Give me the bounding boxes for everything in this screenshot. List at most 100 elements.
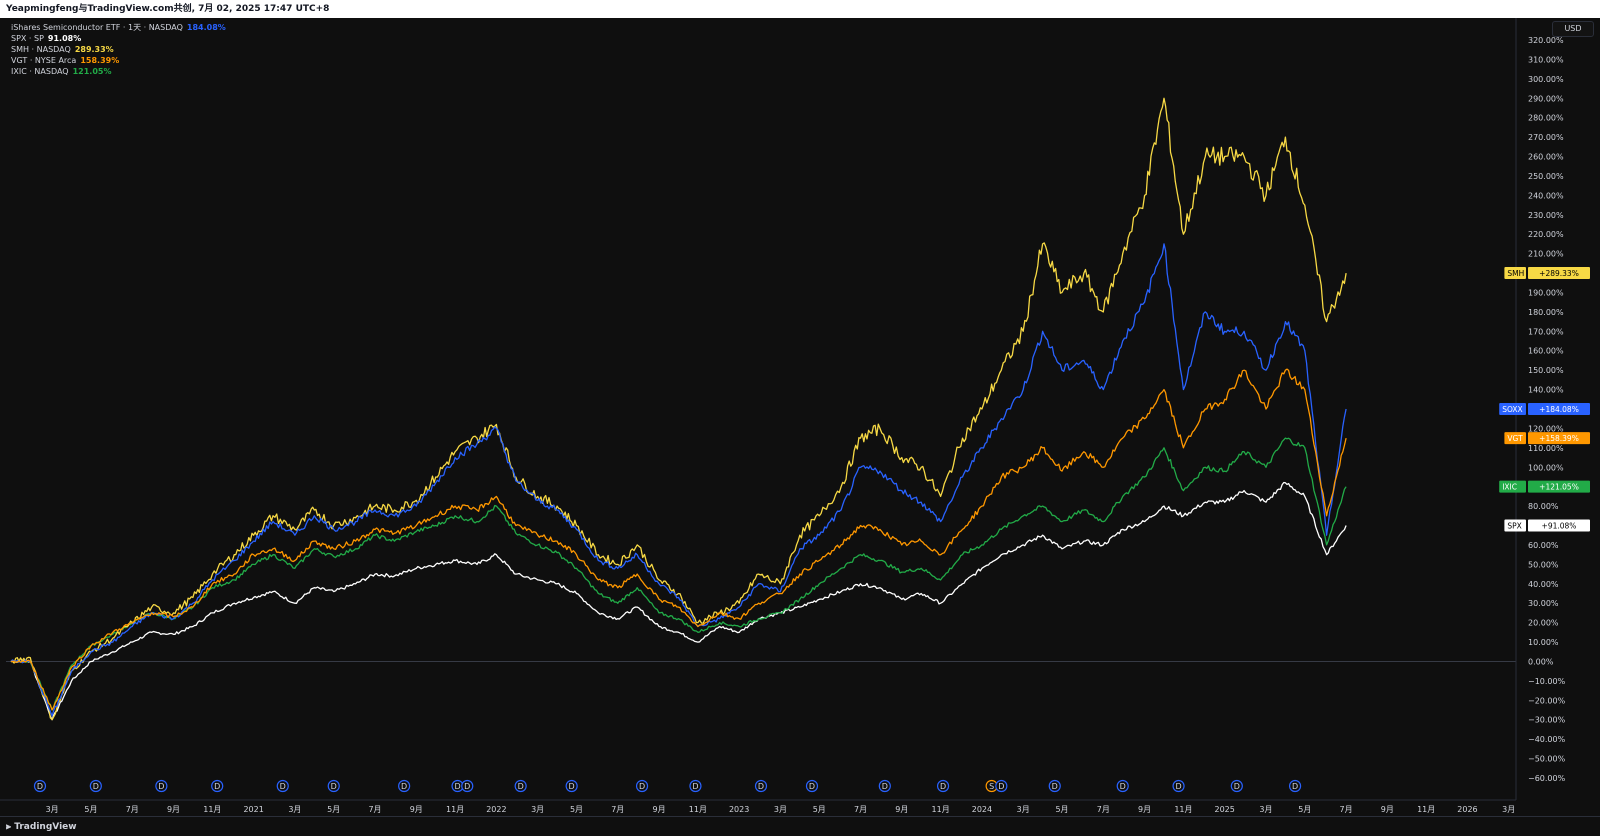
price-chart[interactable]: 320.00% 310.00% 300.00% 290.00% 280.00% 270.0… — [0, 0, 1600, 816]
snapshot-title: Yeapmingfeng与TradingView.com共创, 7月 02, 2… — [6, 4, 330, 14]
legend-value: 121.05% — [72, 67, 112, 76]
x-tick-label: 2026 — [1457, 805, 1477, 814]
y-tick-label: 140.00% — [1528, 386, 1564, 395]
x-tick-label: 3月 — [531, 805, 544, 814]
tradingview-logo-icon[interactable]: ⫸ TradingView — [6, 822, 77, 832]
brand-name: TradingView — [14, 822, 77, 832]
dividend-event-marker[interactable] — [565, 779, 578, 793]
dividend-event-marker[interactable] — [398, 779, 411, 793]
dividend-event-marker[interactable] — [461, 779, 474, 793]
y-tick-label: 210.00% — [1528, 250, 1564, 259]
x-tick-label: 5月 — [84, 805, 97, 814]
event-marker-label: S — [989, 782, 994, 791]
dividend-event-marker[interactable] — [936, 779, 950, 793]
dividend-event-marker[interactable] — [689, 779, 702, 793]
series-line-vgt[interactable] — [10, 368, 1347, 711]
currency-button[interactable]: USD — [1552, 21, 1594, 37]
legend-item-spx[interactable]: SPX · SP 91.08% — [11, 33, 226, 44]
y-tick-label: −60.00% — [1528, 774, 1566, 783]
legend-name: SMH · NASDAQ — [11, 45, 71, 54]
y-tick-label: 190.00% — [1528, 288, 1564, 297]
price-tag-value-box — [1528, 267, 1590, 280]
x-tick-label: 9月 — [167, 805, 180, 814]
event-marker-label: D — [1120, 782, 1126, 791]
price-tag-name: SMH — [1507, 269, 1524, 278]
x-tick-label: 5月 — [1055, 805, 1068, 814]
y-tick-label: 260.00% — [1528, 153, 1564, 162]
event-marker-label: D — [940, 782, 946, 791]
dividend-event-marker[interactable] — [1048, 779, 1061, 793]
series-line-spx[interactable] — [10, 481, 1347, 721]
legend-value: 91.08% — [47, 34, 82, 43]
dividend-event-marker[interactable] — [805, 779, 819, 793]
y-tick-label: 150.00% — [1528, 366, 1564, 375]
event-marker-label: D — [692, 782, 698, 791]
x-tick-label: 2023 — [729, 805, 749, 814]
x-tick-label: 7月 — [1340, 805, 1353, 814]
x-tick-label: 3月 — [774, 805, 787, 814]
x-tick-label: 9月 — [1381, 805, 1394, 814]
x-tick-label: 2025 — [1215, 805, 1235, 814]
dividend-event-marker[interactable] — [211, 779, 224, 793]
dividend-event-marker[interactable] — [89, 779, 102, 793]
dividend-event-marker[interactable] — [33, 779, 47, 793]
x-tick-label: 2021 — [243, 805, 263, 814]
legend-item-smh[interactable]: SMH · NASDAQ 289.33% — [11, 44, 226, 55]
legend-name: IXIC · NASDAQ — [11, 67, 69, 76]
dividend-event-marker[interactable] — [1116, 779, 1129, 793]
event-marker-label: D — [401, 782, 407, 791]
dividend-event-marker[interactable] — [1230, 779, 1243, 793]
x-tick-label: 11月 — [446, 805, 464, 814]
legend-name: VGT · NYSE Arca — [11, 56, 77, 65]
legend-item-vgt[interactable]: VGT · NYSE Arca 158.39% — [11, 55, 226, 66]
event-marker-label: D — [518, 782, 524, 791]
series-legend: iShares Semiconductor ETF · 1天 · NASDAQ 1… — [11, 22, 226, 77]
price-tag-value-box — [1528, 519, 1590, 532]
dividend-event-marker[interactable] — [514, 779, 527, 793]
price-tag-name-box — [1504, 267, 1526, 280]
dividend-event-marker[interactable] — [635, 779, 649, 793]
event-marker-label: D — [331, 782, 337, 791]
price-tag-value: +121.05% — [1539, 483, 1579, 492]
price-tag-value-box — [1528, 432, 1590, 445]
legend-item-ixic[interactable]: IXIC · NASDAQ 121.05% — [11, 66, 226, 77]
y-tick-label: −10.00% — [1528, 677, 1566, 686]
price-tag-name: VGT — [1507, 434, 1523, 443]
price-tag-value-box — [1528, 480, 1590, 493]
dividend-event-marker[interactable] — [155, 779, 168, 793]
dividend-event-marker[interactable] — [1172, 779, 1185, 793]
event-marker-label: D — [464, 782, 470, 791]
footer-bar: ⫸ TradingView — [0, 816, 1600, 836]
price-tag-soxx: SOXX +184.08% — [1499, 403, 1590, 415]
event-marker-label: D — [158, 782, 164, 791]
price-tag-value: +158.39% — [1539, 434, 1579, 443]
series-line-smh[interactable] — [10, 97, 1347, 721]
dividend-event-marker[interactable] — [878, 779, 891, 793]
dividend-event-marker[interactable] — [276, 779, 289, 793]
y-tick-label: 320.00% — [1528, 36, 1564, 45]
series-line-ixic[interactable] — [10, 437, 1347, 711]
event-marker-label: D — [1175, 782, 1181, 791]
dividend-event-marker[interactable] — [1288, 779, 1302, 793]
event-marker-label: D — [809, 782, 815, 791]
x-tick-label: 7月 — [126, 805, 139, 814]
series-line-soxx[interactable] — [10, 243, 1347, 717]
dividend-event-marker[interactable] — [327, 779, 340, 793]
snapshot-title-bar: Yeapmingfeng与TradingView.com共创, 7月 02, 2… — [0, 0, 1600, 18]
x-tick-label: 3月 — [1259, 805, 1272, 814]
legend-name: iShares Semiconductor ETF · 1天 · NASDAQ — [11, 23, 183, 32]
price-tag-smh: SMH +289.33% — [1504, 267, 1590, 280]
x-tick-label: 5月 — [1298, 805, 1311, 814]
dividend-event-marker[interactable] — [754, 779, 768, 793]
x-tick-label: 7月 — [1097, 805, 1110, 814]
legend-item-soxx[interactable]: iShares Semiconductor ETF · 1天 · NASDAQ 1… — [11, 22, 226, 33]
y-tick-label: 160.00% — [1528, 347, 1564, 356]
x-tick-label: 7月 — [611, 805, 624, 814]
event-marker-label: D — [998, 782, 1004, 791]
dividend-event-marker[interactable] — [995, 779, 1008, 793]
price-tag-name-box — [1504, 519, 1526, 532]
legend-name: SPX · SP — [11, 34, 44, 43]
y-tick-label: 120.00% — [1528, 424, 1564, 433]
chart-background — [0, 0, 1600, 816]
